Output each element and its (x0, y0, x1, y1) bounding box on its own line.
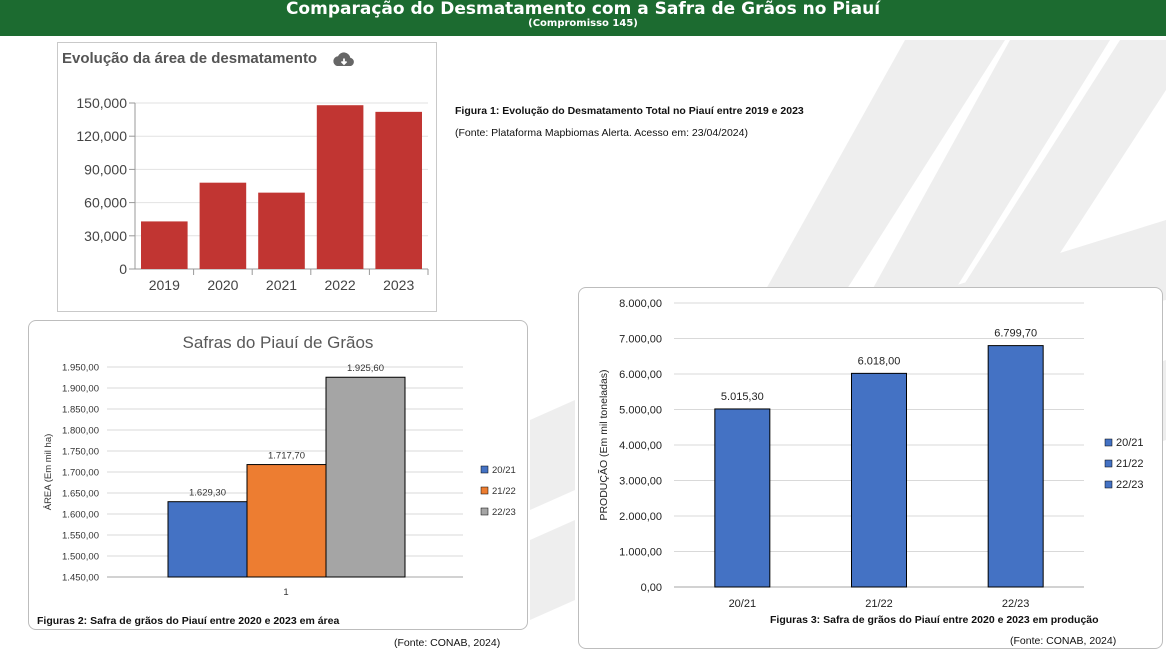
chart3-xtick-label: 22/23 (1002, 598, 1030, 610)
chart1-bar (316, 105, 364, 269)
chart2-ytick-label: 1.950,00 (62, 363, 99, 374)
production-chart-panel: 0,00 1.000,00 2.000,00 3.000,00 4.000,00 5.00… (578, 287, 1163, 649)
chart3-bar (987, 345, 1044, 588)
chart3-data-label: 6.018,00 (858, 355, 901, 367)
chart2-data-label: 1.629,30 (189, 488, 226, 499)
chart1-bar (375, 111, 422, 269)
chart2-ytick-label: 1.750,00 (62, 447, 99, 458)
chart3-ytick-label: 3.000,00 (619, 476, 662, 488)
chart1-ytick-label: 150,000 (76, 95, 127, 111)
chart3-legend-label: 22/23 (1116, 479, 1144, 491)
figure2-caption: Figuras 2: Safra de grãos do Piauí entre… (37, 615, 340, 627)
chart2-xtick-label: 1 (283, 587, 288, 598)
chart3-ytick-label: 8.000,00 (619, 298, 662, 310)
chart3-legend-swatch (1104, 438, 1113, 447)
chart1-ytick-label: 0 (119, 261, 127, 277)
chart2-ytick-label: 1.700,00 (62, 468, 99, 479)
chart2-legend-label: 20/21 (492, 465, 516, 476)
chart3-ytick-label: 6.000,00 (619, 369, 662, 381)
area-chart-panel: Safras do Piauí de Grãos 1.450,00 1.500,00… (28, 320, 528, 630)
chart2-legend-label: 21/22 (492, 486, 516, 497)
figure2-source: (Fonte: CONAB, 2024) (394, 637, 501, 649)
chart1-bar (141, 221, 188, 269)
chart1-ytick-label: 60,000 (84, 195, 127, 211)
production-chart: 0,00 1.000,00 2.000,00 3.000,00 4.000,00 5.00… (597, 298, 1144, 610)
chart1-ytick-label: 120,000 (76, 128, 127, 144)
chart2-ytick-label: 1.450,00 (62, 573, 99, 584)
chart3-ytick-label: 1.000,00 (619, 547, 662, 559)
chart3-ytick-label: 4.000,00 (619, 440, 662, 452)
figure1-caption: Figura 1: Evolução do Desmatamento Total… (455, 105, 804, 117)
chart2-ytick-label: 1.600,00 (62, 510, 99, 521)
chart2-ylabel: ÁREA (Em mil ha) (43, 434, 54, 511)
chart3-ytick-label: 2.000,00 (619, 511, 662, 523)
chart1-xtick-label: 2022 (325, 277, 356, 293)
chart3-legend-label: 20/21 (1116, 437, 1144, 449)
chart2-legend-label: 22/23 (492, 507, 516, 518)
chart3-bar (714, 408, 771, 588)
chart3-ytick-label: 0,00 (641, 582, 662, 594)
chart1-ytick-label: 30,000 (84, 228, 127, 244)
chart2-bar (167, 501, 248, 578)
chart2-bar (246, 464, 327, 578)
chart1-bar (258, 192, 305, 269)
cloud-download-icon (333, 52, 354, 66)
page-header: Comparação do Desmatamento com a Safra d… (0, 0, 1166, 36)
chart2-ytick-label: 1.550,00 (62, 531, 99, 542)
chart3-data-label: 5.015,30 (721, 391, 764, 403)
chart1-ytick-label: 90,000 (84, 161, 127, 177)
chart2-title: Safras do Piauí de Grãos (183, 333, 374, 352)
chart2-data-label: 1.925,60 (347, 363, 384, 374)
chart1-bar (199, 182, 247, 269)
deforestation-chart-panel: Evolução da área de desmatamento 0 30,000 6… (57, 42, 437, 312)
chart3-bar (851, 372, 907, 588)
chart2-legend-swatch (480, 465, 489, 474)
download-arrow (340, 58, 348, 66)
chart1-xtick-label: 2020 (207, 277, 238, 293)
figure3-source: (Fonte: CONAB, 2024) (1010, 635, 1117, 647)
chart3-ytick-label: 5.000,00 (619, 405, 662, 417)
page-title: Comparação do Desmatamento com a Safra d… (285, 0, 881, 19)
chart3-legend-swatch (1104, 459, 1113, 468)
chart2-legend-swatch (480, 486, 489, 495)
deforestation-chart: Evolução da área de desmatamento 0 30,000 6… (62, 50, 429, 293)
chart2-ytick-label: 1.800,00 (62, 426, 99, 437)
chart3-legend-label: 21/22 (1116, 458, 1144, 470)
chart2-bar (325, 376, 406, 578)
chart2-ytick-label: 1.650,00 (62, 489, 99, 500)
chart1-xtick-label: 2019 (149, 277, 180, 293)
chart2-ytick-label: 1.850,00 (62, 405, 99, 416)
area-chart: Safras do Piauí de Grãos 1.450,00 1.500,00… (43, 333, 516, 598)
chart2-ytick-label: 1.900,00 (62, 384, 99, 395)
chart3-data-label: 6.799,70 (994, 328, 1037, 340)
chart1-xtick-label: 2023 (383, 277, 414, 293)
chart3-ytick-label: 7.000,00 (619, 334, 662, 346)
chart2-legend-swatch (480, 507, 489, 516)
chart2-data-label: 1.717,70 (268, 451, 305, 462)
chart2-ytick-label: 1.500,00 (62, 552, 99, 563)
chart3-xtick-label: 21/22 (865, 598, 893, 610)
figure1-source: (Fonte: Plataforma Mapbiomas Alerta. Ace… (455, 127, 748, 139)
chart1-xtick-label: 2021 (266, 277, 297, 293)
figure3-caption: Figuras 3: Safra de grãos do Piauí entre… (770, 614, 1099, 626)
chart3-ylabel: PRODUÇÃO (Em mil toneladas) (597, 369, 610, 520)
chart1-title: Evolução da área de desmatamento (62, 50, 317, 67)
page-subtitle: (Compromisso 145) (528, 18, 638, 29)
chart3-legend-swatch (1104, 480, 1113, 489)
chart3-xtick-label: 20/21 (729, 598, 757, 610)
